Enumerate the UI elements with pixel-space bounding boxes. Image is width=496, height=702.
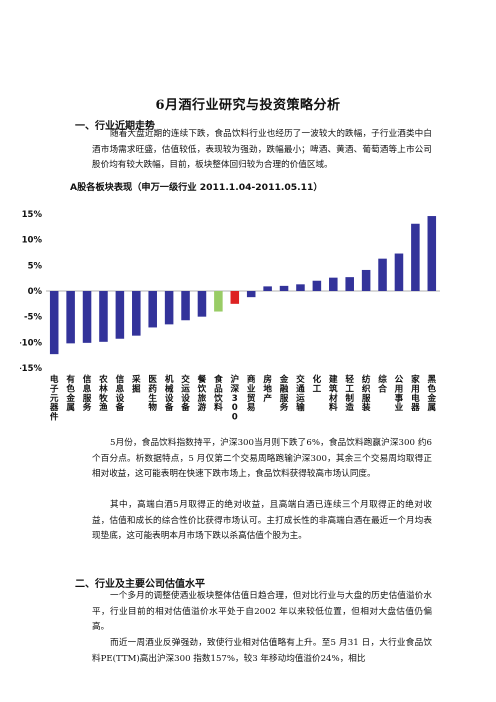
x-category-label: 公用事业 [394, 374, 404, 413]
after-chart-paragraph-1: 5月份，食品饮料指数持平，沪深300当月则下跌了6%，食品饮料跑赢沪深300 约… [92, 438, 432, 479]
x-category-label: 采掘 [131, 373, 141, 394]
bar [66, 291, 75, 344]
chart-caption: A股各板块表现（申万一级行业 2011.1.04-2011.05.11） [70, 182, 323, 193]
x-category-label: 综合 [378, 373, 387, 394]
x-category-label: 医药生物 [148, 374, 157, 413]
x-category-label: 农林牧渔 [98, 373, 108, 413]
x-category-label: 黑色金属 [426, 374, 436, 413]
x-category-label: 建筑材料 [328, 373, 338, 413]
doc-title: 6月酒行业研究与投资策略分析 [155, 98, 341, 113]
bar [148, 291, 157, 328]
x-category-label: 食品饮料 [213, 373, 223, 413]
sector-performance-bar-chart: 15% 10% 5% 0% -5% -10% -15% 电子元器件有色金属信息服务农林牧渔信息… [20, 210, 440, 423]
bar [361, 269, 371, 291]
bar [230, 291, 240, 304]
bar [378, 258, 387, 291]
x-category-label: 电子元器件 [49, 373, 59, 423]
bar [329, 277, 338, 291]
y-tick-label: 15% [22, 210, 43, 220]
bar [49, 291, 59, 355]
section2-paragraph-1: 一个多月的调整使酒业板块整体估值日趋合理，但对比行业与大盘的历史估值溢价水平，行… [92, 591, 432, 632]
x-category-label: 有色金属 [65, 373, 75, 413]
section2-paragraph-2: 而近一周酒业反弹强劲，致使行业相对估值略有上升。至5 月31 日，大行业食品饮料… [92, 638, 432, 664]
y-tick-label: -15% [20, 364, 42, 374]
bar [394, 253, 404, 291]
bar [263, 286, 272, 291]
bar [345, 277, 354, 291]
x-category-label: 机械设备 [164, 373, 174, 413]
x-category-label: 纺织服装 [361, 373, 371, 413]
section1-paragraph: 随着大盘近期的连续下跌，食品饮料行业也经历了一波较大的跌幅，子行业酒类中白酒市场… [92, 129, 432, 170]
x-category-label: 沪深 3 0 0 [230, 373, 239, 423]
y-tick-label: 0% [28, 287, 43, 297]
x-category-label: 房地产 [263, 373, 272, 404]
bar [115, 291, 125, 339]
x-category-label: 交通运输 [296, 373, 305, 413]
x-category-label: 轻工制造 [345, 373, 354, 413]
section2-heading: 二、行业及主要公司估值水平 [75, 579, 205, 590]
bar [214, 291, 223, 312]
bar [246, 291, 256, 298]
after-chart-paragraph-2: 其中，高端白酒5月取得正的绝对收益，且高端白酒已连续三个月取得正的绝对收益，估值… [92, 500, 432, 541]
bar [82, 291, 92, 343]
bar [99, 291, 108, 342]
bar [312, 280, 322, 291]
x-category-label: 信息设备 [115, 373, 125, 413]
x-category-label: 交运设备 [180, 373, 190, 413]
bar [164, 291, 174, 325]
x-category-label: 金融服务 [279, 373, 289, 413]
y-tick-label: -5% [24, 313, 42, 323]
y-tick-label: 10% [22, 236, 43, 246]
bar [279, 285, 289, 291]
x-category-label: 商业贸易 [247, 373, 256, 413]
bar [427, 216, 437, 291]
bar [296, 284, 305, 291]
x-category-label: 信息服务 [83, 373, 92, 413]
x-category-label: 餐饮旅游 [197, 373, 207, 413]
bar [181, 291, 190, 321]
section1-heading: 一、行业近期走势 [75, 121, 155, 132]
bar [132, 291, 141, 336]
bar [197, 291, 207, 317]
y-tick-label: -10% [20, 338, 42, 348]
x-category-label: 化工 [313, 373, 322, 394]
y-tick-label: 5% [28, 261, 43, 271]
x-category-label: 家用电器 [410, 373, 420, 413]
bar [411, 223, 420, 291]
